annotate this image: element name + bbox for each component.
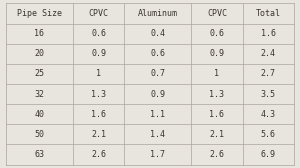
Text: 1: 1	[214, 69, 219, 78]
Text: 1.7: 1.7	[150, 150, 165, 159]
Text: CPVC: CPVC	[207, 9, 227, 18]
Text: 5.6: 5.6	[261, 130, 276, 139]
Text: 2.7: 2.7	[261, 69, 276, 78]
Text: 1: 1	[96, 69, 101, 78]
Text: 1.6: 1.6	[209, 110, 224, 119]
Text: Pipe Size: Pipe Size	[17, 9, 62, 18]
Text: 0.9: 0.9	[91, 49, 106, 58]
Text: Aluminum: Aluminum	[138, 9, 178, 18]
Text: 2.1: 2.1	[209, 130, 224, 139]
Text: 0.6: 0.6	[209, 29, 224, 38]
Text: 20: 20	[34, 49, 44, 58]
Text: 0.9: 0.9	[150, 90, 165, 99]
Text: 2.4: 2.4	[261, 49, 276, 58]
Text: 0.9: 0.9	[209, 49, 224, 58]
Text: 4.3: 4.3	[261, 110, 276, 119]
Text: 1.1: 1.1	[150, 110, 165, 119]
Text: 16: 16	[34, 29, 44, 38]
Text: 50: 50	[34, 130, 44, 139]
Text: 2.6: 2.6	[91, 150, 106, 159]
Text: 1.6: 1.6	[261, 29, 276, 38]
Text: 40: 40	[34, 110, 44, 119]
Text: Total: Total	[256, 9, 281, 18]
Text: 2.1: 2.1	[91, 130, 106, 139]
Text: 63: 63	[34, 150, 44, 159]
Text: 0.4: 0.4	[150, 29, 165, 38]
Text: 3.5: 3.5	[261, 90, 276, 99]
Text: 1.4: 1.4	[150, 130, 165, 139]
Text: 32: 32	[34, 90, 44, 99]
Text: 0.6: 0.6	[150, 49, 165, 58]
Text: 2.6: 2.6	[209, 150, 224, 159]
Text: 25: 25	[34, 69, 44, 78]
Text: 6.9: 6.9	[261, 150, 276, 159]
Text: 0.7: 0.7	[150, 69, 165, 78]
Text: 1.3: 1.3	[209, 90, 224, 99]
Text: 1.6: 1.6	[91, 110, 106, 119]
Text: 0.6: 0.6	[91, 29, 106, 38]
Text: 1.3: 1.3	[91, 90, 106, 99]
Text: CPVC: CPVC	[88, 9, 109, 18]
